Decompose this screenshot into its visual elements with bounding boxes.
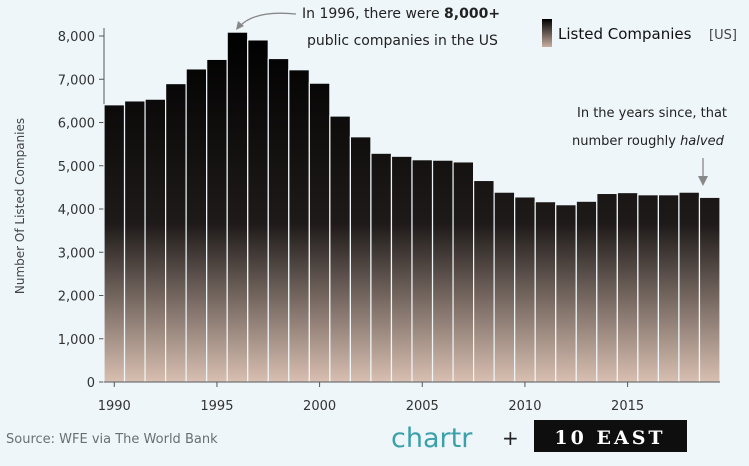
bar-2015 [616, 191, 639, 383]
annotation-halved-line2: number roughly halved [572, 134, 725, 149]
bar-2001 [329, 115, 352, 383]
bar-2014 [596, 192, 618, 383]
bar-2013 [575, 200, 598, 383]
brand-plus: + [502, 426, 519, 450]
bar-2007 [452, 161, 475, 383]
y-axis-label: Number Of Listed Companies [13, 118, 27, 294]
annotation-peak-arrowhead [236, 21, 244, 30]
x-tick-label: 2015 [611, 399, 644, 414]
bar-1997 [247, 39, 269, 383]
bar-2011 [534, 201, 557, 383]
y-tick-label: 4,000 [58, 203, 95, 218]
legend-unit: [US] [709, 28, 737, 43]
bar-1999 [288, 69, 310, 383]
bar-2006 [431, 159, 454, 383]
bars [103, 31, 721, 383]
y-axis: 0 1,000 2,000 3,000 4,000 5,000 6,000 7,000 8,00… [58, 28, 105, 391]
bar-2005 [411, 159, 434, 383]
x-tick-label: 1990 [98, 399, 131, 414]
y-tick-label: 6,000 [58, 117, 95, 132]
bar-1998 [267, 57, 290, 383]
annotation-peak-arrow [239, 12, 297, 27]
bar-2016 [637, 194, 659, 383]
y-tick-label: 3,000 [58, 246, 95, 261]
x-tick-label: 2005 [406, 399, 439, 414]
y-tick-label: 2,000 [58, 290, 95, 305]
bar-1993 [165, 82, 187, 383]
y-tick-label: 1,000 [58, 333, 95, 348]
brand-10east-logo: 10 EAST [554, 427, 665, 449]
annotation-peak-line1: In 1996, there were 8,000+ [302, 6, 500, 22]
bar-2002 [349, 136, 372, 383]
y-tick-label: 5,000 [58, 160, 95, 175]
annotation-halved-arrowhead [698, 176, 708, 186]
bar-1992 [144, 98, 167, 383]
legend-label: Listed Companies [558, 25, 692, 43]
annotation-peak: In 1996, there were 8,000+ public compan… [236, 6, 500, 49]
bar-2004 [390, 155, 413, 383]
bar-2010 [514, 196, 536, 383]
x-axis: 1990 1995 2000 2005 2010 2015 [98, 381, 720, 414]
annotation-peak-line2: public companies in the US [307, 33, 498, 49]
bar-1996 [226, 31, 249, 383]
y-tick-label: 8,000 [58, 30, 95, 45]
brand-10east-box [534, 420, 687, 452]
annotation-halved-line1: In the years since, that [577, 106, 727, 121]
bar-1995 [206, 58, 228, 383]
annotation-halved: In the years since, that number roughly … [572, 106, 727, 186]
source-note: Source: WFE via The World Bank [6, 432, 218, 447]
bar-2017 [657, 194, 680, 383]
bar-2008 [473, 179, 495, 383]
bar-2003 [370, 152, 393, 383]
bar-2012 [555, 204, 577, 383]
x-tick-label: 2000 [303, 399, 336, 414]
x-tick-label: 2010 [508, 399, 541, 414]
bar-1990 [103, 104, 126, 383]
bar-2000 [308, 82, 331, 383]
legend: Listed Companies [US] [542, 19, 737, 47]
bar-1994 [185, 68, 208, 383]
bar-2009 [493, 191, 516, 383]
bar-2018 [678, 191, 701, 383]
legend-swatch [542, 19, 552, 47]
brand-chartr-logo: chartr [391, 423, 473, 454]
y-tick-label: 7,000 [58, 73, 95, 88]
y-tick-label: 0 [87, 376, 95, 391]
bar-2019 [698, 196, 721, 383]
x-tick-label: 1995 [200, 399, 233, 414]
bar-1991 [123, 100, 146, 383]
